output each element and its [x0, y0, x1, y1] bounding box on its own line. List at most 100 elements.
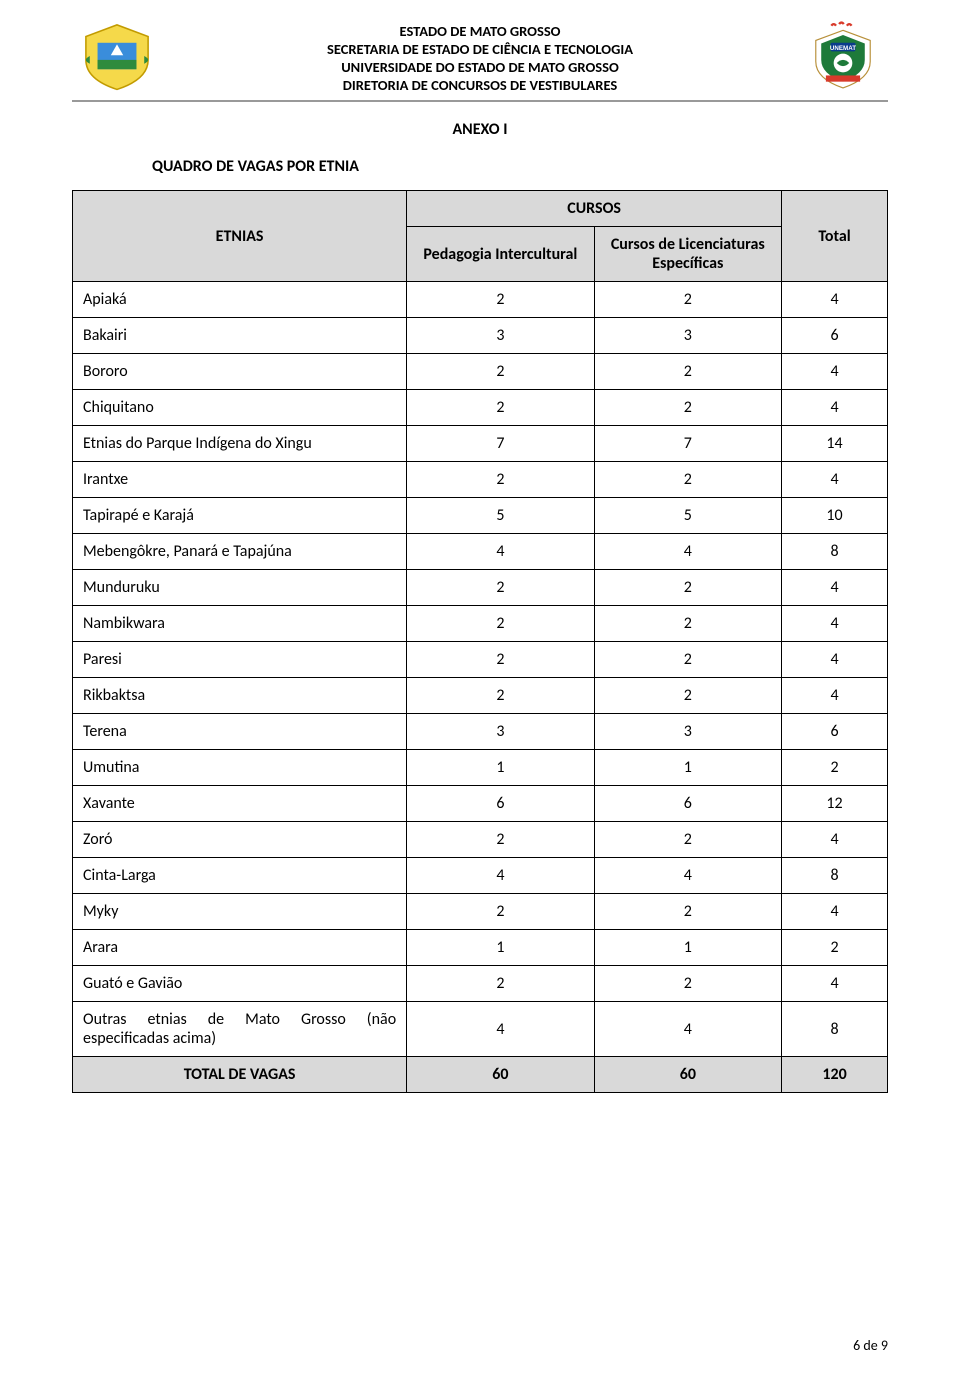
- anexo-title: ANEXO I: [72, 120, 888, 139]
- cell-c3: 4: [782, 966, 888, 1002]
- cell-c3: 4: [782, 606, 888, 642]
- cell-c1: 5: [407, 498, 594, 534]
- cell-c1: 3: [407, 714, 594, 750]
- cell-c2: 4: [594, 534, 781, 570]
- cell-etnia: Etnias do Parque Indígena do Xingu: [73, 426, 407, 462]
- cell-c2: 2: [594, 390, 781, 426]
- cell-etnia: Terena: [73, 714, 407, 750]
- table-header-row-1: ETNIAS CURSOS Total: [73, 191, 888, 227]
- cell-c3: 4: [782, 822, 888, 858]
- table-body: Apiaká224Bakairi336Bororo224Chiquitano22…: [73, 282, 888, 1093]
- col-header-total: Total: [782, 191, 888, 282]
- cell-c2: 1: [594, 930, 781, 966]
- cell-etnia: Myky: [73, 894, 407, 930]
- table-row: Outras etnias de Mato Grosso (não especi…: [73, 1002, 888, 1057]
- cell-c3: 10: [782, 498, 888, 534]
- svg-text:UNEMAT: UNEMAT: [830, 45, 856, 52]
- cell-etnia: Munduruku: [73, 570, 407, 606]
- cell-c1: 2: [407, 354, 594, 390]
- table-row: Myky224: [73, 894, 888, 930]
- cell-total-c3: 120: [782, 1057, 888, 1093]
- col-header-pedagogia: Pedagogia Intercultural: [407, 227, 594, 282]
- table-row: Nambikwara224: [73, 606, 888, 642]
- cell-c2: 2: [594, 894, 781, 930]
- vagas-table: ETNIAS CURSOS Total Pedagogia Intercultu…: [72, 190, 888, 1093]
- table-row: Mebengôkre, Panará e Tapajúna448: [73, 534, 888, 570]
- cell-etnia: Tapirapé e Karajá: [73, 498, 407, 534]
- table-row: Irantxe224: [73, 462, 888, 498]
- cell-c1: 2: [407, 642, 594, 678]
- cell-c1: 2: [407, 390, 594, 426]
- cell-c3: 8: [782, 1002, 888, 1057]
- header-line-4: DIRETORIA DE CONCURSOS DE VESTIBULARES: [162, 76, 798, 94]
- unemat-logo-icon: UNEMAT: [798, 16, 888, 96]
- cell-etnia: Umutina: [73, 750, 407, 786]
- cell-c3: 12: [782, 786, 888, 822]
- table-row: Umutina112: [73, 750, 888, 786]
- table-row: Terena336: [73, 714, 888, 750]
- state-seal-icon: [72, 16, 162, 96]
- cell-c3: 4: [782, 894, 888, 930]
- cell-c3: 4: [782, 462, 888, 498]
- table-row: Rikbaktsa224: [73, 678, 888, 714]
- table-row: Zoró224: [73, 822, 888, 858]
- cell-c3: 4: [782, 570, 888, 606]
- cell-c3: 4: [782, 354, 888, 390]
- cell-c1: 3: [407, 318, 594, 354]
- cell-c2: 4: [594, 858, 781, 894]
- cell-etnia: Bakairi: [73, 318, 407, 354]
- cell-etnia: Guató e Gavião: [73, 966, 407, 1002]
- cell-c1: 4: [407, 1002, 594, 1057]
- cell-etnia: Xavante: [73, 786, 407, 822]
- table-row: Guató e Gavião224: [73, 966, 888, 1002]
- cell-c3: 14: [782, 426, 888, 462]
- cell-c2: 2: [594, 642, 781, 678]
- cell-c1: 2: [407, 966, 594, 1002]
- cell-etnia: Bororo: [73, 354, 407, 390]
- cell-c2: 2: [594, 606, 781, 642]
- header-line-3: UNIVERSIDADE DO ESTADO DE MATO GROSSO: [162, 58, 798, 76]
- cell-c1: 1: [407, 930, 594, 966]
- table-row: Arara112: [73, 930, 888, 966]
- cell-c1: 4: [407, 534, 594, 570]
- cell-etnia: Zoró: [73, 822, 407, 858]
- cell-c2: 2: [594, 966, 781, 1002]
- cell-c1: 6: [407, 786, 594, 822]
- table-row: Cinta-Larga448: [73, 858, 888, 894]
- cell-c3: 6: [782, 318, 888, 354]
- cell-c2: 7: [594, 426, 781, 462]
- cell-c2: 3: [594, 318, 781, 354]
- cell-c3: 4: [782, 282, 888, 318]
- cell-c3: 8: [782, 534, 888, 570]
- cell-c1: 4: [407, 858, 594, 894]
- cell-c2: 3: [594, 714, 781, 750]
- cell-c1: 2: [407, 462, 594, 498]
- cell-etnia: Outras etnias de Mato Grosso (não especi…: [73, 1002, 407, 1057]
- cell-c3: 8: [782, 858, 888, 894]
- cell-c3: 2: [782, 750, 888, 786]
- cell-c3: 4: [782, 642, 888, 678]
- cell-c1: 2: [407, 822, 594, 858]
- cell-c1: 7: [407, 426, 594, 462]
- cell-etnia: Rikbaktsa: [73, 678, 407, 714]
- table-row: Xavante6612: [73, 786, 888, 822]
- cell-c2: 2: [594, 462, 781, 498]
- col-header-cursos: CURSOS: [407, 191, 782, 227]
- cell-total-c1: 60: [407, 1057, 594, 1093]
- cell-c3: 4: [782, 678, 888, 714]
- cell-etnia: Nambikwara: [73, 606, 407, 642]
- cell-c1: 2: [407, 678, 594, 714]
- col-header-licenciaturas: Cursos de Licenciaturas Específicas: [594, 227, 781, 282]
- cell-c3: 4: [782, 390, 888, 426]
- page: ESTADO DE MATO GROSSO SECRETARIA DE ESTA…: [0, 0, 960, 1390]
- cell-etnia: Paresi: [73, 642, 407, 678]
- cell-c1: 2: [407, 894, 594, 930]
- table-row: Bororo224: [73, 354, 888, 390]
- table-row: Paresi224: [73, 642, 888, 678]
- table-row: Etnias do Parque Indígena do Xingu7714: [73, 426, 888, 462]
- cell-etnia: Irantxe: [73, 462, 407, 498]
- cell-etnia: Mebengôkre, Panará e Tapajúna: [73, 534, 407, 570]
- cell-c2: 2: [594, 354, 781, 390]
- header-divider: [72, 100, 888, 102]
- header-text-block: ESTADO DE MATO GROSSO SECRETARIA DE ESTA…: [162, 16, 798, 95]
